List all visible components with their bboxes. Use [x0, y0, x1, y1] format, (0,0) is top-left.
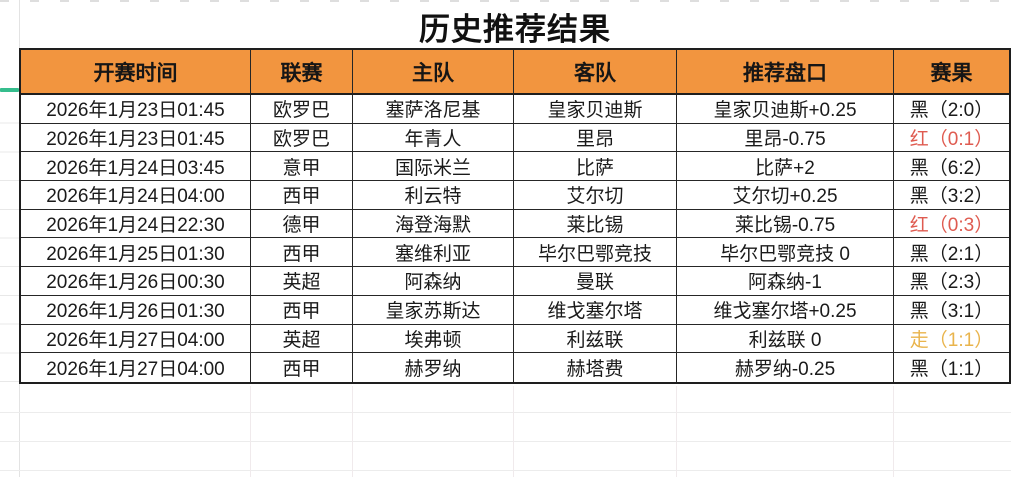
cell-recommended-handicap[interactable]: 赫罗纳-0.25 — [677, 353, 894, 382]
cell-result[interactable]: 黑（2:1） — [894, 238, 1009, 268]
cell-home-team[interactable]: 利云特 — [353, 181, 514, 210]
cell-league[interactable]: 欧罗巴 — [251, 123, 353, 153]
cell-away-team[interactable]: 皇家贝迪斯 — [514, 95, 677, 124]
column-header-league[interactable]: 联赛 — [251, 50, 353, 95]
cell-start-time[interactable]: 2026年1月25日01:30 — [21, 238, 251, 268]
cell-home-team[interactable]: 皇家苏斯达 — [353, 295, 514, 325]
cell-start-time[interactable]: 2026年1月27日04:00 — [21, 324, 251, 354]
cell-recommended-handicap[interactable]: 里昂-0.75 — [677, 123, 894, 153]
empty-sheet-column-gridline — [893, 386, 894, 477]
cell-home-team[interactable]: 年青人 — [353, 123, 514, 153]
cell-recommended-handicap[interactable]: 皇家贝迪斯+0.25 — [677, 95, 894, 124]
cut-off-row-gridline-ticks — [0, 0, 1011, 2]
cell-result[interactable]: 黑（2:0） — [894, 95, 1009, 124]
cell-league[interactable]: 英超 — [251, 267, 353, 296]
cell-home-team[interactable]: 阿森纳 — [353, 267, 514, 296]
cell-result[interactable]: 黑（6:2） — [894, 152, 1009, 182]
empty-sheet-column-gridline — [352, 386, 353, 477]
cell-start-time[interactable]: 2026年1月24日04:00 — [21, 181, 251, 210]
column-header-result[interactable]: 赛果 — [894, 50, 1009, 95]
cell-start-time[interactable]: 2026年1月26日01:30 — [21, 295, 251, 325]
cell-recommended-handicap[interactable]: 毕尔巴鄂竞技 0 — [677, 238, 894, 268]
cell-result[interactable]: 黑（1:1） — [909, 359, 994, 381]
empty-sheet-row-gridlines — [0, 384, 1011, 477]
cell-away-team[interactable]: 艾尔切 — [514, 181, 677, 210]
cell-league[interactable]: 西甲 — [251, 353, 353, 382]
cell-away-team[interactable]: 赫塔费 — [514, 353, 677, 382]
empty-sheet-column-gridline — [513, 386, 514, 477]
cell-away-team[interactable]: 比萨 — [514, 152, 677, 182]
cell-home-team[interactable]: 埃弗顿 — [353, 324, 514, 354]
freeze-pane-indicator — [0, 88, 19, 92]
cell-result[interactable]: 走（1:1） — [894, 325, 1009, 354]
recommendation-results-table: 开赛时间 联赛 主队 客队 推荐盘口 赛果 2026年1月23日01:45 欧罗巴 塞萨洛尼基皇… — [19, 48, 1011, 384]
cell-result[interactable]: 红（0:3） — [894, 210, 1009, 239]
cell-result[interactable]: 黑（3:2） — [894, 181, 1009, 210]
cell-league[interactable]: 西甲 — [251, 295, 353, 325]
cell-away-team[interactable]: 利兹联 — [514, 324, 677, 354]
cell-recommended-handicap[interactable]: 莱比锡-0.75 — [677, 209, 894, 239]
cell-recommended-handicap[interactable]: 比萨+2 — [677, 152, 894, 182]
cell-recommended-handicap[interactable]: 维戈塞尔塔+0.25 — [677, 295, 894, 325]
column-header-start-time[interactable]: 开赛时间 — [21, 50, 251, 95]
cell-start-time[interactable]: 2026年1月24日22:30 — [21, 209, 251, 239]
cell-away-team[interactable]: 毕尔巴鄂竞技 — [514, 238, 677, 268]
sheet-gutter-row-lines — [0, 95, 19, 384]
cell-recommended-handicap[interactable]: 阿森纳-1 — [677, 267, 894, 296]
cell-home-team[interactable]: 塞维利亚 — [353, 238, 514, 268]
cell-start-time[interactable]: 2026年1月27日04:00 — [21, 353, 251, 382]
cell-home-team[interactable]: 塞萨洛尼基 — [353, 95, 514, 124]
cell-recommended-handicap[interactable]: 利兹联 0 — [677, 324, 894, 354]
cell-league[interactable]: 英超 — [251, 324, 353, 354]
cell-away-team[interactable]: 莱比锡 — [514, 209, 677, 239]
cell-result[interactable]: 黑（3:1） — [894, 296, 1009, 325]
cell-start-time[interactable]: 2026年1月24日03:45 — [21, 152, 251, 182]
cell-league[interactable]: 西甲 — [251, 181, 353, 210]
cell-away-team[interactable]: 曼联 — [514, 267, 677, 296]
cell-home-team[interactable]: 海登海默 — [353, 209, 514, 239]
cell-home-team[interactable]: 赫罗纳 — [353, 353, 514, 382]
cell-away-team[interactable]: 里昂 — [514, 123, 677, 153]
cell-result[interactable]: 红（0:1） — [894, 124, 1009, 153]
cell-league[interactable]: 欧罗巴 — [251, 95, 353, 124]
empty-sheet-column-gridline — [676, 386, 677, 477]
cell-start-time[interactable]: 2026年1月26日00:30 — [21, 267, 251, 296]
cell-league[interactable]: 意甲 — [251, 152, 353, 182]
empty-sheet-column-gridline — [250, 386, 251, 477]
cell-result[interactable]: 黑（2:3） — [894, 267, 1009, 296]
column-header-home-team[interactable]: 主队 — [353, 50, 514, 95]
cell-start-time[interactable]: 2026年1月23日01:45 — [21, 95, 251, 124]
page-title: 历史推荐结果 — [419, 12, 611, 47]
cell-start-time[interactable]: 2026年1月23日01:45 — [21, 123, 251, 153]
cell-league[interactable]: 德甲 — [251, 209, 353, 239]
column-header-recommended-handicap[interactable]: 推荐盘口 — [677, 50, 894, 95]
cell-away-team[interactable]: 维戈塞尔塔 — [514, 295, 677, 325]
cell-league[interactable]: 西甲 — [251, 238, 353, 268]
cell-home-team[interactable]: 国际米兰 — [353, 152, 514, 182]
column-header-away-team[interactable]: 客队 — [514, 50, 677, 95]
cell-recommended-handicap[interactable]: 艾尔切+0.25 — [677, 181, 894, 210]
